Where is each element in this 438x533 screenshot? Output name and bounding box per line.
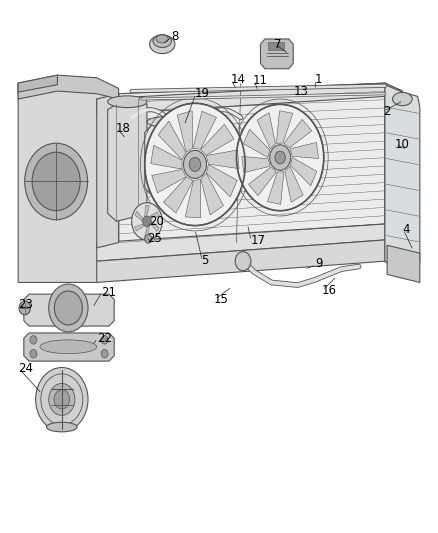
Text: 14: 14 [230, 73, 245, 86]
Ellipse shape [108, 96, 147, 108]
Polygon shape [18, 75, 119, 99]
Polygon shape [24, 333, 114, 361]
Ellipse shape [156, 35, 168, 43]
Text: 4: 4 [403, 223, 410, 236]
Circle shape [49, 284, 88, 332]
Polygon shape [177, 111, 193, 152]
Text: 18: 18 [116, 122, 131, 135]
Polygon shape [206, 165, 237, 197]
Polygon shape [185, 179, 201, 218]
Text: 13: 13 [294, 85, 309, 98]
Circle shape [19, 301, 30, 315]
Circle shape [30, 336, 37, 344]
Polygon shape [97, 240, 403, 282]
Polygon shape [163, 177, 193, 213]
Circle shape [25, 143, 88, 220]
Circle shape [184, 150, 206, 179]
Circle shape [189, 157, 201, 172]
Polygon shape [385, 83, 403, 272]
Text: 22: 22 [97, 332, 112, 345]
Circle shape [101, 350, 108, 358]
Polygon shape [149, 212, 159, 219]
Text: 20: 20 [149, 215, 164, 228]
Ellipse shape [40, 340, 97, 354]
Polygon shape [244, 129, 270, 158]
Circle shape [132, 203, 162, 240]
Polygon shape [145, 226, 149, 237]
Polygon shape [290, 142, 318, 158]
Circle shape [237, 104, 324, 211]
Polygon shape [145, 118, 188, 195]
Circle shape [235, 252, 251, 271]
Text: 25: 25 [148, 232, 162, 245]
Polygon shape [97, 94, 119, 248]
Polygon shape [248, 167, 276, 196]
Polygon shape [268, 42, 285, 50]
Text: 24: 24 [18, 362, 33, 375]
Polygon shape [206, 150, 239, 168]
Text: 1: 1 [315, 73, 322, 86]
Polygon shape [276, 111, 293, 143]
Polygon shape [18, 83, 119, 282]
Text: 8: 8 [171, 30, 178, 43]
Polygon shape [151, 146, 182, 169]
Text: 17: 17 [251, 235, 265, 247]
Polygon shape [108, 99, 147, 221]
Text: 11: 11 [253, 74, 268, 87]
Polygon shape [201, 124, 234, 155]
Circle shape [54, 390, 70, 409]
Circle shape [143, 216, 151, 227]
Polygon shape [135, 211, 143, 221]
Polygon shape [193, 111, 216, 149]
Polygon shape [201, 173, 223, 215]
Polygon shape [268, 172, 284, 204]
Circle shape [32, 152, 80, 211]
Circle shape [35, 368, 88, 431]
Polygon shape [151, 221, 159, 231]
Circle shape [49, 383, 75, 415]
Text: 21: 21 [101, 286, 116, 298]
Polygon shape [242, 157, 270, 173]
Polygon shape [18, 75, 57, 92]
Ellipse shape [46, 422, 77, 432]
Polygon shape [97, 83, 403, 115]
Text: 19: 19 [195, 87, 210, 100]
Polygon shape [285, 166, 303, 203]
Circle shape [270, 145, 290, 170]
Circle shape [145, 235, 152, 243]
Text: 2: 2 [383, 105, 390, 118]
Polygon shape [152, 169, 186, 193]
Text: 16: 16 [321, 284, 337, 297]
Polygon shape [261, 39, 293, 69]
Circle shape [30, 350, 37, 358]
Polygon shape [387, 245, 420, 282]
Circle shape [275, 151, 286, 164]
Text: 23: 23 [18, 298, 33, 311]
Polygon shape [97, 224, 403, 261]
Ellipse shape [392, 92, 412, 106]
Ellipse shape [147, 117, 186, 127]
Polygon shape [145, 206, 149, 217]
Polygon shape [385, 85, 420, 274]
Text: 15: 15 [214, 293, 229, 306]
Text: 9: 9 [315, 257, 322, 270]
Circle shape [145, 103, 245, 225]
Polygon shape [24, 294, 114, 326]
Ellipse shape [153, 35, 171, 47]
Polygon shape [134, 224, 145, 231]
Polygon shape [290, 158, 317, 186]
Ellipse shape [150, 35, 175, 54]
Text: 5: 5 [201, 254, 209, 266]
Text: 10: 10 [395, 138, 410, 151]
Polygon shape [119, 83, 385, 243]
Text: 7: 7 [275, 38, 282, 51]
Polygon shape [257, 112, 276, 149]
Polygon shape [284, 119, 312, 148]
Circle shape [101, 336, 108, 344]
Circle shape [54, 291, 82, 325]
Polygon shape [158, 121, 186, 160]
